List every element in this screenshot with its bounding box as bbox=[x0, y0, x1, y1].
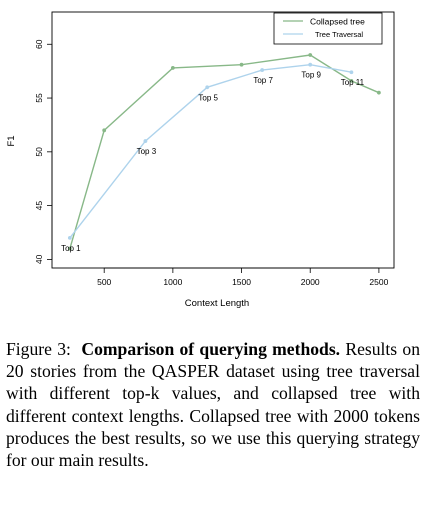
data-point-tree-traversal bbox=[143, 139, 148, 143]
x-axis-label: Context Length bbox=[185, 298, 249, 309]
y-tick-label: 40 bbox=[34, 254, 44, 264]
x-tick-label: 2500 bbox=[369, 277, 388, 287]
data-point-collapsed-tree bbox=[349, 78, 354, 83]
point-label: Top 7 bbox=[253, 76, 273, 85]
data-point-collapsed-tree bbox=[170, 66, 175, 70]
data-point-collapsed-tree bbox=[308, 53, 313, 57]
legend: Collapsed tree Tree Traversal bbox=[273, 12, 383, 45]
data-point-tree-traversal bbox=[67, 235, 72, 240]
caption-figure-number: Figure 3: bbox=[6, 339, 71, 359]
point-label: Top 3 bbox=[137, 147, 157, 156]
data-point-tree-traversal bbox=[260, 68, 265, 72]
data-point-collapsed-tree bbox=[102, 128, 107, 133]
point-labels: Top 1 Top 3 Top 5 Top 7 Top 9 Top 11 bbox=[61, 71, 365, 253]
point-label: Top 1 bbox=[61, 244, 81, 253]
legend-label-tree-traversal: Tree Traversal bbox=[315, 30, 363, 39]
x-tick-label: 2000 bbox=[301, 277, 320, 287]
data-point-tree-traversal bbox=[205, 85, 210, 90]
point-label: Top 5 bbox=[198, 93, 218, 102]
y-tick-label: 55 bbox=[34, 93, 44, 103]
y-axis: 40 45 50 55 60 bbox=[34, 39, 53, 264]
legend-box bbox=[273, 12, 383, 45]
chart: 500 1000 1500 2000 2500 40 45 50 55 60 Top 1 Top … bbox=[6, 11, 395, 309]
data-point-collapsed-tree bbox=[239, 62, 244, 67]
x-tick-label: 1000 bbox=[163, 277, 182, 287]
data-point-collapsed-tree bbox=[67, 246, 72, 251]
data-point-tree-traversal bbox=[308, 62, 313, 67]
x-axis: 500 1000 1500 2000 2500 bbox=[97, 267, 389, 287]
caption-title: Comparison of querying methods. bbox=[81, 339, 341, 359]
figure-caption: Figure 3: Comparison of querying methods… bbox=[6, 338, 420, 471]
legend-label-collapsed-tree: Collapsed tree bbox=[310, 17, 365, 27]
y-tick-label: 60 bbox=[34, 39, 44, 49]
caption-body: Results on 20 stories from the QASPER da… bbox=[6, 339, 421, 471]
data-point-collapsed-tree bbox=[376, 90, 381, 95]
data-point-tree-traversal bbox=[349, 70, 354, 75]
series-line-tree-traversal bbox=[69, 63, 352, 239]
y-tick-label: 50 bbox=[34, 147, 44, 157]
x-tick-label: 1500 bbox=[232, 277, 251, 287]
series-line-collapsed-tree bbox=[69, 54, 380, 249]
x-tick-label: 500 bbox=[97, 277, 111, 287]
point-label: Top 11 bbox=[341, 78, 365, 87]
series-layer bbox=[67, 53, 381, 251]
plot-frame bbox=[51, 11, 395, 269]
y-tick-label: 45 bbox=[34, 201, 44, 211]
point-label: Top 9 bbox=[301, 71, 321, 80]
y-axis-label: F1 bbox=[6, 135, 17, 146]
